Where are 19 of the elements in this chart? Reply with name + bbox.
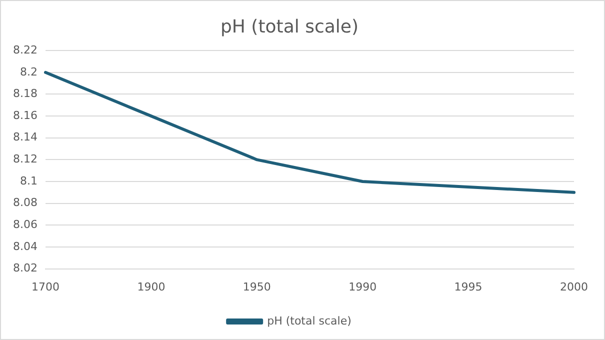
y-tick-label: 8.16 <box>12 108 38 122</box>
x-tick-label: 1700 <box>31 280 60 294</box>
y-tick-label: 8.06 <box>12 218 38 232</box>
y-tick-label: 8.2 <box>20 65 38 78</box>
y-tick-label: 8.18 <box>12 87 38 100</box>
x-tick-label: 1990 <box>348 280 377 294</box>
legend-label: pH (total scale) <box>267 314 352 328</box>
y-tick-label: 8.12 <box>12 152 38 166</box>
y-tick-label: 8.22 <box>12 43 38 56</box>
y-tick-label: 8.04 <box>12 240 38 253</box>
y-tick-label: 8.1 <box>20 174 38 188</box>
x-tick-label: 2000 <box>560 280 588 294</box>
y-tick-label: 8.08 <box>12 196 38 210</box>
y-tick-label: 8.14 <box>12 130 38 144</box>
y-tick-label: 8.02 <box>12 262 38 275</box>
x-tick-label: 1950 <box>242 280 271 294</box>
chart-title: pH (total scale) <box>220 16 358 38</box>
x-tick-label: 1900 <box>137 280 166 294</box>
x-tick-label: 1995 <box>454 280 482 294</box>
